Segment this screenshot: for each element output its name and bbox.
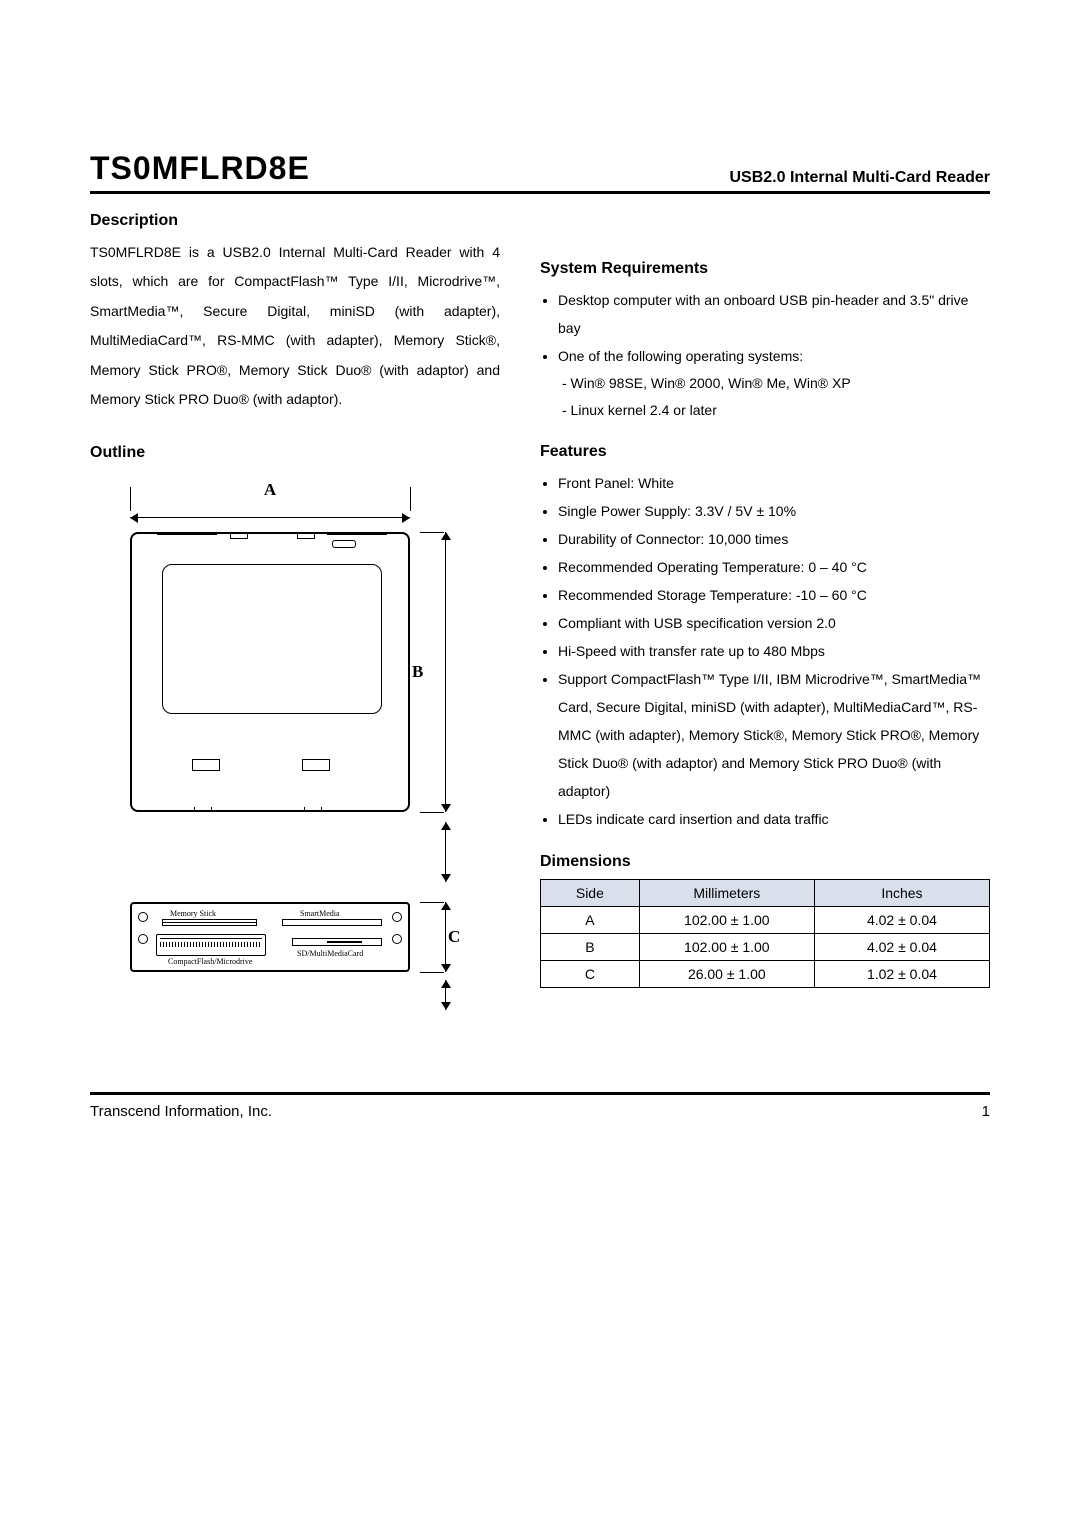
feature-item: Compliant with USB specification version…: [558, 609, 990, 637]
feature-item: Front Panel: White: [558, 469, 990, 497]
dim-b-label: B: [412, 662, 423, 682]
outline-heading: Outline: [90, 444, 500, 462]
feature-item: Single Power Supply: 3.3V / 5V ± 10%: [558, 497, 990, 525]
table-row: C 26.00 ± 1.00 1.02 ± 0.04: [541, 961, 990, 988]
table-row: A 102.00 ± 1.00 4.02 ± 0.04: [541, 907, 990, 934]
description-heading: Description: [90, 212, 500, 230]
right-column: System Requirements Desktop computer wit…: [540, 212, 990, 1022]
dim-cell: 1.02 ± 0.04: [814, 961, 989, 988]
main-columns: Description TS0MFLRD8E is a USB2.0 Inter…: [90, 212, 990, 1022]
table-row: B 102.00 ± 1.00 4.02 ± 0.04: [541, 934, 990, 961]
sysreq-list: Desktop computer with an onboard USB pin…: [540, 286, 990, 370]
device-top-view: [130, 532, 410, 812]
dim-a-label: A: [264, 480, 276, 500]
dim-cell: B: [541, 934, 640, 961]
features-heading: Features: [540, 443, 990, 461]
dim-c-arrow: C: [430, 902, 460, 972]
features-list: Front Panel: White Single Power Supply: …: [540, 469, 990, 833]
dimensions-heading: Dimensions: [540, 853, 990, 871]
sysreq-item: Desktop computer with an onboard USB pin…: [558, 286, 990, 342]
dimensions-table: Side Millimeters Inches A 102.00 ± 1.00 …: [540, 879, 990, 988]
sysreq-item: One of the following operating systems:: [558, 342, 990, 370]
dim-cell: A: [541, 907, 640, 934]
dim-col-in: Inches: [814, 880, 989, 907]
dim-cell: 26.00 ± 1.00: [639, 961, 814, 988]
dim-c-label: C: [448, 927, 460, 947]
footer: Transcend Information, Inc. 1: [90, 1092, 990, 1120]
dim-cell: 102.00 ± 1.00: [639, 934, 814, 961]
feature-item: LEDs indicate card insertion and data tr…: [558, 805, 990, 833]
dim-cell: 4.02 ± 0.04: [814, 907, 989, 934]
front-label-sm: SmartMedia: [300, 909, 340, 918]
dim-cell: 4.02 ± 0.04: [814, 934, 989, 961]
dim-cell: 102.00 ± 1.00: [639, 907, 814, 934]
page-number: 1: [972, 1103, 990, 1120]
front-label-cf: CompactFlash/Microdrive: [168, 957, 252, 966]
dim-col-mm: Millimeters: [639, 880, 814, 907]
feature-item: Support CompactFlash™ Type I/II, IBM Mic…: [558, 665, 990, 805]
dim-b-arrow: B: [430, 532, 460, 812]
product-title: TS0MFLRD8E: [90, 150, 310, 187]
dim-col-side: Side: [541, 880, 640, 907]
sysreq-sublist: - Win® 98SE, Win® 2000, Win® Me, Win® XP…: [540, 370, 990, 423]
feature-item: Hi-Speed with transfer rate up to 480 Mb…: [558, 637, 990, 665]
outline-diagram: A: [90, 482, 500, 1022]
feature-item: Durability of Connector: 10,000 times: [558, 525, 990, 553]
description-text: TS0MFLRD8E is a USB2.0 Internal Multi-Ca…: [90, 238, 500, 414]
footer-company: Transcend Information, Inc.: [90, 1103, 972, 1120]
front-label-ms: Memory Stick: [170, 909, 216, 918]
feature-item: Recommended Operating Temperature: 0 – 4…: [558, 553, 990, 581]
sysreq-subitem: - Linux kernel 2.4 or later: [562, 397, 990, 424]
dim-a-arrow: A: [130, 502, 410, 532]
feature-item: Recommended Storage Temperature: -10 – 6…: [558, 581, 990, 609]
header: TS0MFLRD8E USB2.0 Internal Multi-Card Re…: [90, 150, 990, 194]
dim-cell: C: [541, 961, 640, 988]
left-column: Description TS0MFLRD8E is a USB2.0 Inter…: [90, 212, 500, 1022]
product-subtitle: USB2.0 Internal Multi-Card Reader: [730, 169, 991, 187]
sysreq-heading: System Requirements: [540, 260, 990, 278]
sysreq-subitem: - Win® 98SE, Win® 2000, Win® Me, Win® XP: [562, 370, 990, 397]
device-front-view: Memory Stick SmartMedia CompactFlash/Mic…: [130, 902, 410, 972]
front-label-sd: SD/MultiMediaCard: [297, 949, 363, 958]
